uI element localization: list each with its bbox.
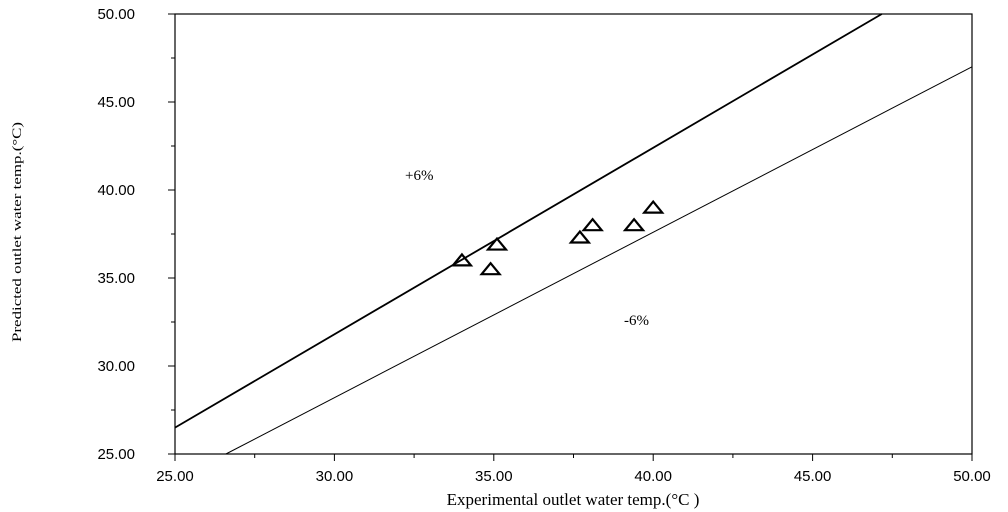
data-point <box>581 217 604 232</box>
data-point <box>479 261 502 276</box>
x-axis-title: Experimental outlet water temp.(°C ) <box>447 490 700 509</box>
x-tick-label: 50.00 <box>953 468 991 485</box>
plus-6-percent-line <box>174 13 883 429</box>
x-tick-label: 35.00 <box>475 468 513 485</box>
y-tick-label: 45.00 <box>97 94 135 111</box>
y-tick-label: 50.00 <box>97 6 135 23</box>
y-tick-label: 25.00 <box>97 446 135 463</box>
axis-ticks: 25.00 30.00 35.00 40.00 45.00 50.00 25.00 30.00… <box>97 6 990 485</box>
data-point <box>568 229 592 244</box>
reference-lines <box>174 13 973 455</box>
x-tick-label: 45.00 <box>794 468 832 485</box>
y-tick-label: 35.00 <box>97 270 135 287</box>
x-tick-label: 30.00 <box>316 468 354 485</box>
data-point <box>450 252 474 267</box>
x-tick-label: 40.00 <box>634 468 672 485</box>
data-point <box>622 217 646 232</box>
annotation-plus: +6% <box>405 168 433 184</box>
minus-6-percent-line <box>225 66 973 455</box>
x-tick-label: 25.00 <box>156 468 194 485</box>
data-point <box>485 236 509 251</box>
y-tick-label: 30.00 <box>97 358 135 375</box>
data-points <box>450 199 665 276</box>
annotation-minus: -6% <box>624 313 649 329</box>
y-axis-title: Predicted outlet water temp.(°C) <box>10 122 24 342</box>
data-point <box>641 199 665 214</box>
y-tick-label: 40.00 <box>97 182 135 199</box>
plot-frame <box>174 13 973 455</box>
